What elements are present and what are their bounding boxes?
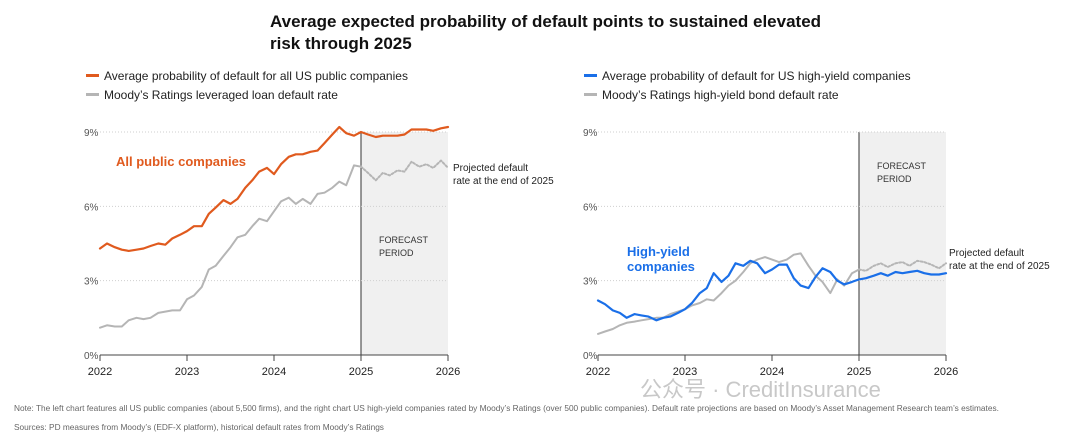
series-callout: companies [627,259,695,274]
sources-note: Sources: PD measures from Moody’s (EDF-X… [14,422,384,432]
series-line [99,164,362,329]
x-tick-label: 2025 [349,366,373,378]
legend-swatch [86,74,99,77]
series-line-projected [858,259,947,272]
legend-label: Moody’s Ratings high-yield bond default … [602,87,839,102]
x-tick-label: 2024 [760,366,784,378]
y-tick-label: 6% [84,202,99,213]
legend-swatch [584,74,597,77]
x-tick-label: 2024 [262,366,286,378]
forecast-label: FORECAST [877,161,927,171]
projection-annotation: rate at the end of 2025 [453,176,554,187]
chart-title: Average expected probability of default … [270,12,822,53]
legend-item: Moody’s Ratings leveraged loan default r… [86,85,408,104]
y-tick-label: 0% [84,351,99,362]
x-tick-label: 2026 [934,366,958,378]
series-line [596,259,948,322]
y-tick-label: 3% [84,277,99,288]
forecast-region [859,132,946,355]
series-callout: All public companies [116,154,246,169]
y-tick-label: 9% [84,128,99,139]
series-callout: High-yield [627,244,690,259]
legend-item: Moody’s Ratings high-yield bond default … [584,85,911,104]
y-tick-label: 0% [583,351,598,362]
legend-right: Average probability of default for US hi… [584,66,911,104]
series-line-projected [360,159,449,182]
legend-swatch [86,93,99,96]
footnote: Note: The left chart features all US pub… [14,403,999,413]
legend-label: Moody’s Ratings leveraged loan default r… [104,87,338,102]
forecast-region [361,132,448,355]
y-tick-label: 6% [583,202,598,213]
x-tick-label: 2023 [673,366,697,378]
legend-item: Average probability of default for all U… [86,66,408,85]
projection-annotation: Projected default [949,248,1024,259]
watermark-text: 公众号 · CreditInsurance [640,377,881,402]
legend-left: Average probability of default for all U… [86,66,408,104]
legend-swatch [584,93,597,96]
legend-label: Average probability of default for US hi… [602,68,911,83]
forecast-label: FORECAST [379,235,429,245]
projection-annotation: rate at the end of 2025 [949,261,1050,272]
y-tick-label: 9% [583,128,598,139]
projection-annotation: Projected default [453,163,528,174]
x-tick-label: 2023 [175,366,199,378]
y-tick-label: 3% [583,277,598,288]
series-line [98,125,450,252]
x-tick-label: 2026 [436,366,460,378]
legend-label: Average probability of default for all U… [104,68,408,83]
forecast-label: PERIOD [877,174,912,184]
x-tick-label: 2025 [847,366,871,378]
x-tick-label: 2022 [88,366,112,378]
forecast-label: PERIOD [379,248,414,258]
legend-item: Average probability of default for US hi… [584,66,911,85]
x-tick-label: 2022 [586,366,610,378]
